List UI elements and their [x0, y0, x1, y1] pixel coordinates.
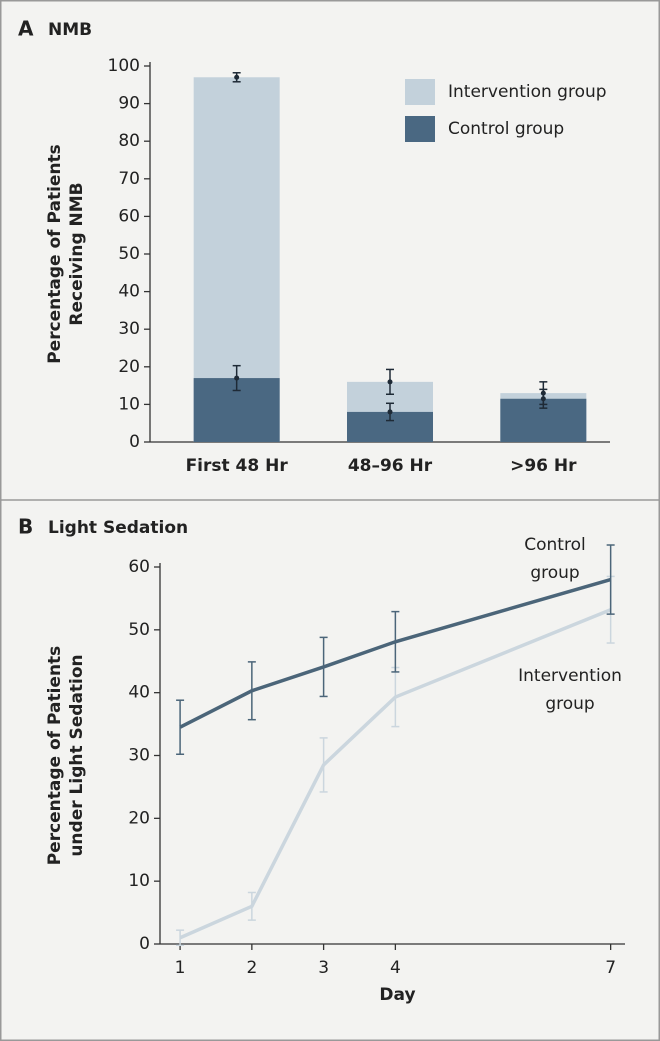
y-tick-label: 0	[139, 934, 150, 954]
x-tick-label: >96 Hr	[510, 456, 577, 476]
series-label: Control	[524, 535, 585, 555]
chart-title: Light Sedation	[48, 518, 188, 538]
error-point	[234, 375, 240, 381]
x-tick-label: 7	[605, 958, 616, 978]
y-axis-label: Percentage of Patients	[45, 646, 65, 866]
y-tick-label: 30	[128, 746, 150, 766]
y-tick-label: 100	[108, 56, 140, 76]
y-tick-label: 40	[128, 683, 150, 703]
x-tick-label: First 48 Hr	[186, 456, 289, 476]
y-tick-label: 50	[118, 244, 140, 264]
y-tick-label: 80	[118, 131, 140, 151]
y-tick-label: 10	[118, 394, 140, 414]
y-tick-label: 60	[128, 557, 150, 577]
y-axis-label: Receiving NMB	[67, 182, 87, 325]
error-point	[540, 396, 546, 402]
y-tick-label: 70	[118, 169, 140, 189]
y-tick-label: 20	[118, 357, 140, 377]
panel-label: A	[18, 17, 34, 41]
series-label: group	[530, 563, 579, 583]
error-point	[387, 379, 393, 385]
error-point	[387, 409, 393, 415]
panel-label: B	[18, 515, 33, 539]
x-tick-label: 2	[246, 958, 257, 978]
y-axis-label: under Light Sedation	[67, 654, 87, 856]
x-tick-label: 48–96 Hr	[348, 456, 433, 476]
y-tick-label: 0	[129, 432, 140, 452]
y-tick-label: 40	[118, 282, 140, 302]
legend-swatch	[405, 79, 435, 105]
legend-label: Control group	[448, 119, 564, 139]
error-point	[234, 74, 240, 80]
x-axis-label: Day	[379, 985, 415, 1005]
y-tick-label: 10	[128, 871, 150, 891]
x-tick-label: 4	[390, 958, 401, 978]
series-label: group	[545, 694, 594, 714]
x-tick-label: 1	[175, 958, 186, 978]
y-tick-label: 60	[118, 206, 140, 226]
x-tick-label: 3	[318, 958, 329, 978]
legend-swatch	[405, 116, 435, 142]
y-tick-label: 50	[128, 620, 150, 640]
y-tick-label: 20	[128, 808, 150, 828]
y-tick-label: 90	[118, 94, 140, 114]
y-axis-label: Percentage of Patients	[45, 144, 65, 364]
chart-title: NMB	[48, 20, 92, 40]
y-tick-label: 30	[118, 319, 140, 339]
series-label: Intervention	[518, 666, 622, 686]
legend-label: Intervention group	[448, 82, 607, 102]
